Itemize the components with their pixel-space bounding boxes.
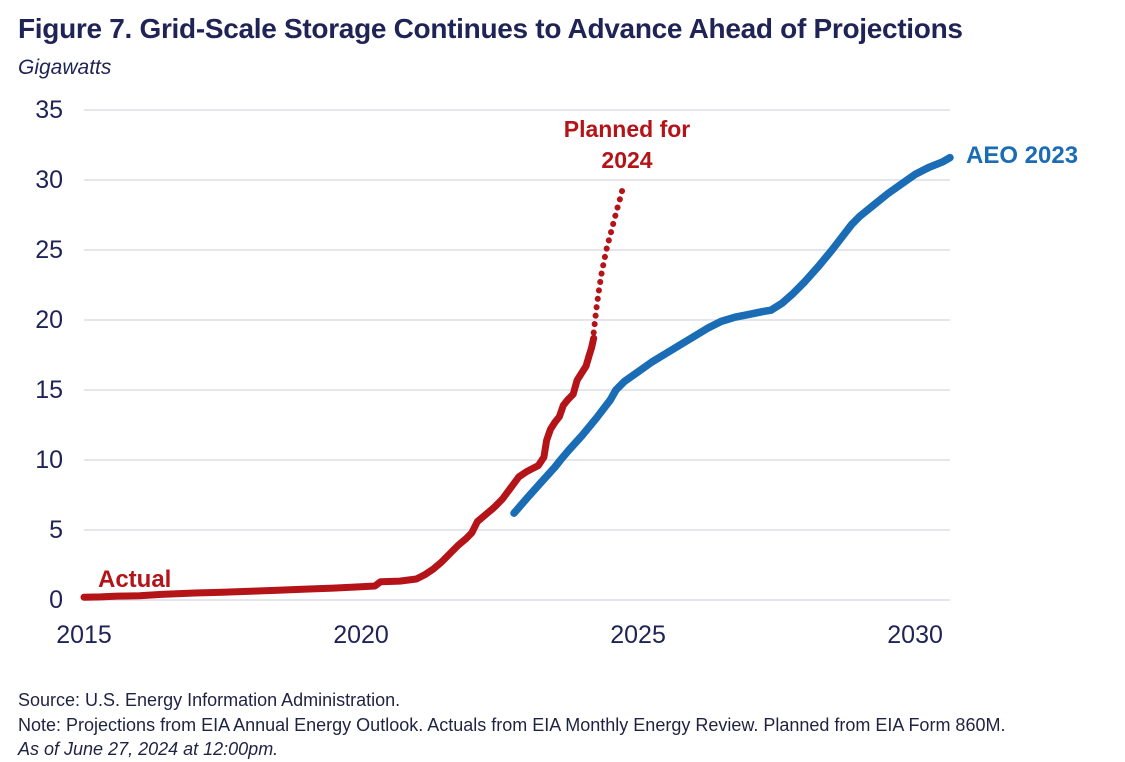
annotation-planned-line1: Planned for — [563, 116, 691, 142]
x-tick-2030: 2030 — [887, 621, 943, 649]
y-tick-5: 5 — [49, 516, 63, 544]
y-tick-30: 30 — [35, 166, 63, 194]
annotation-aeo-2023-series-label: AEO 2023 — [966, 142, 1079, 169]
annotation-planned-series-label: Planned for 2024 — [552, 114, 702, 176]
x-tick-2015: 2015 — [56, 621, 112, 649]
y-tick-35: 35 — [35, 96, 63, 124]
chart-area: 0 5 10 15 20 25 30 35 2015 2020 2025 2030 Actual P… — [35, 96, 1079, 649]
y-tick-0: 0 — [49, 586, 63, 614]
x-tick-2020: 2020 — [333, 621, 389, 649]
footnotes: Source: U.S. Energy Information Administ… — [18, 688, 1005, 762]
annotation-planned-line2: 2024 — [601, 147, 653, 173]
y-tick-15: 15 — [35, 376, 63, 404]
y-tick-10: 10 — [35, 446, 63, 474]
as-of-line: As of June 27, 2024 at 12:00pm. — [18, 739, 279, 759]
annotation-actual-series-label: Actual — [98, 566, 172, 593]
y-tick-20: 20 — [35, 306, 63, 334]
x-tick-2025: 2025 — [610, 621, 666, 649]
series-aeo-2023 — [510, 153, 954, 517]
series-planned-for-2024 — [590, 182, 627, 336]
note-line: Note: Projections from EIA Annual Energy… — [18, 714, 1006, 735]
y-tick-25: 25 — [35, 236, 63, 264]
series-actual — [80, 334, 598, 601]
figure-unit-label: Gigawatts — [18, 56, 112, 79]
source-line: Source: U.S. Energy Information Administ… — [18, 690, 401, 710]
figure-title: Figure 7. Grid-Scale Storage Continues t… — [18, 13, 963, 44]
